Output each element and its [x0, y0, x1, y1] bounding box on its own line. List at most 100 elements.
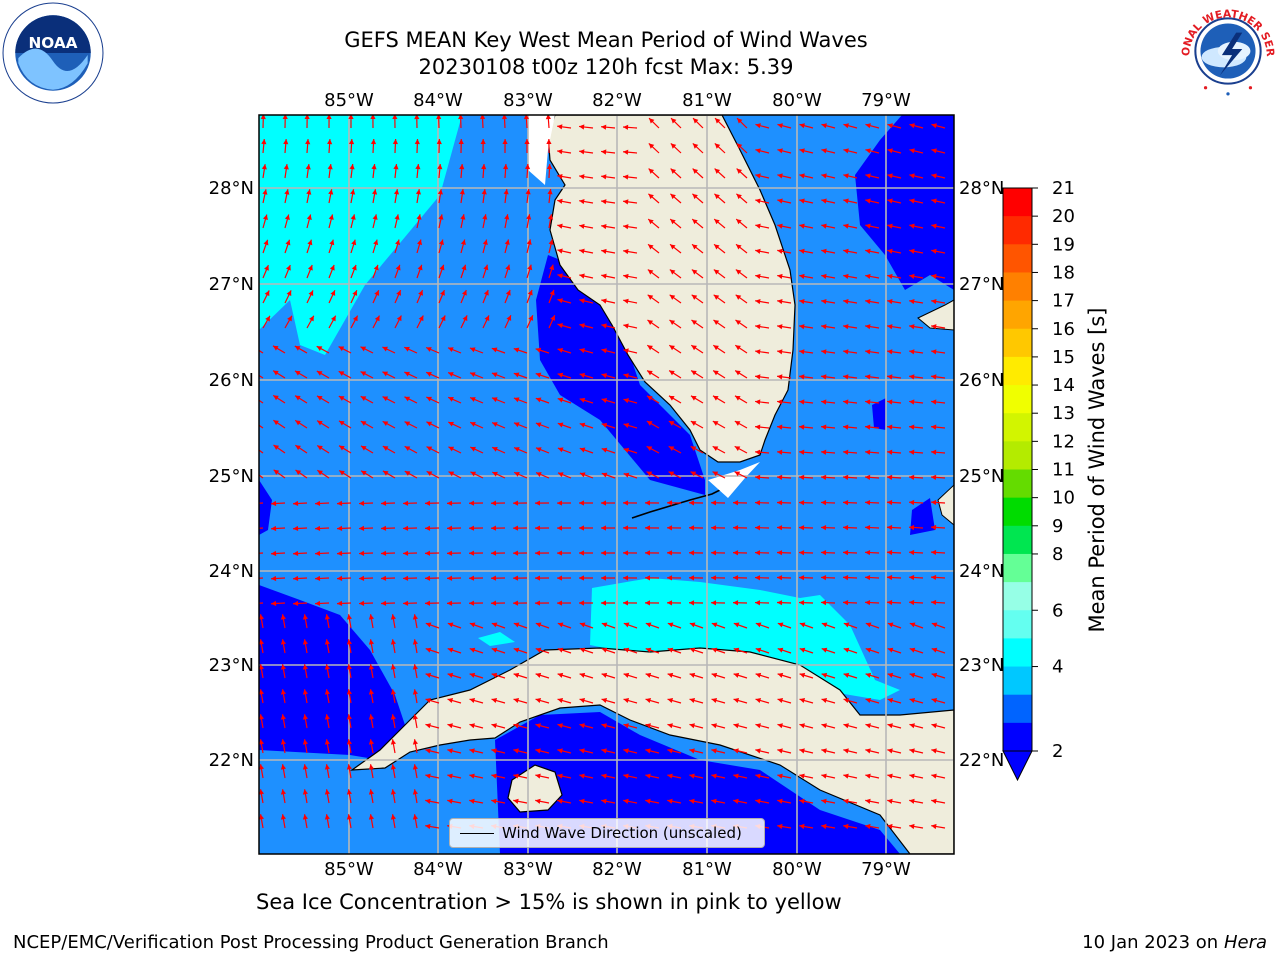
- arrow-head: [528, 315, 534, 321]
- arrow-head: [689, 773, 695, 779]
- arrow-head: [390, 664, 396, 670]
- arrow-head: [909, 198, 915, 204]
- arrow-head: [755, 324, 761, 330]
- arrow-head: [714, 244, 720, 250]
- arrow-head: [370, 139, 377, 145]
- arrow-head: [777, 248, 783, 254]
- colorbar-tick-label: 15: [1052, 347, 1075, 368]
- wave-direction-arrow: [259, 577, 264, 579]
- colorbar: 21 20 19 18 17 16 15 14 13 12 11 10 9 8 6 4 2: [1002, 178, 1075, 782]
- arrow-head: [689, 698, 696, 704]
- period-lt2-region-bahama: [872, 398, 886, 430]
- colorbar-segment: [1003, 638, 1032, 668]
- arrow-head: [280, 714, 286, 720]
- arrow-head: [302, 764, 308, 770]
- arrow-head: [438, 214, 444, 220]
- lon-label-top: 84°W: [413, 90, 463, 111]
- arrow-head: [601, 298, 607, 304]
- arrow-head: [821, 248, 827, 254]
- arrow-head: [735, 370, 741, 376]
- arrow-head: [623, 748, 629, 754]
- arrow-head: [733, 723, 739, 729]
- arrow-head: [306, 214, 312, 220]
- arrow-head: [887, 223, 893, 229]
- arrow-head: [448, 347, 454, 353]
- arrow-head: [368, 689, 374, 695]
- colorbar-segment: [1003, 694, 1032, 724]
- footer-date: 10 Jan 2023 on Hera: [1082, 932, 1267, 953]
- arrow-head: [470, 372, 476, 378]
- arrow-head: [799, 748, 805, 754]
- arrow-head: [711, 622, 718, 628]
- arrow-head: [909, 599, 915, 606]
- arrow-head: [579, 600, 585, 606]
- arrow-head: [524, 139, 530, 145]
- arrow-head: [931, 298, 937, 305]
- arrow-head: [623, 248, 629, 255]
- arrow-head: [425, 550, 431, 556]
- arrow-head: [821, 399, 827, 405]
- arrow-head: [579, 223, 585, 229]
- colorbar-tick-label: 6: [1052, 600, 1063, 621]
- arrow-head: [309, 315, 314, 322]
- arrow-head: [733, 550, 739, 556]
- arrow-head: [909, 647, 916, 653]
- arrow-head: [315, 550, 321, 557]
- arrow-head: [645, 550, 651, 556]
- arrow-head: [711, 723, 717, 729]
- arrow-head: [481, 189, 487, 195]
- arrow-head: [470, 471, 477, 477]
- arrow-head: [324, 789, 330, 795]
- bahamas-land: [917, 299, 954, 331]
- arrow-head: [647, 320, 654, 326]
- arrow-head: [458, 115, 464, 120]
- chart-subtitle: 20230108 t00z 120h fcst Max: 5.39: [418, 55, 794, 79]
- arrow-head: [371, 164, 377, 170]
- arrow-head: [843, 298, 849, 305]
- arrow-head: [909, 248, 915, 254]
- arrow-head: [711, 575, 717, 581]
- arrow-head: [865, 622, 872, 628]
- arrow-head: [394, 214, 400, 220]
- arrow-head: [469, 347, 476, 353]
- arrow-head: [513, 372, 520, 378]
- arrow-head: [491, 723, 497, 729]
- lat-label-left: 23°N: [209, 655, 254, 676]
- lat-label-left: 24°N: [209, 561, 254, 582]
- arrow-head: [395, 264, 401, 271]
- arrow-head: [481, 164, 487, 170]
- legend-label: Wind Wave Direction (unscaled): [502, 824, 742, 842]
- arrow-head: [579, 422, 586, 428]
- colorbar-segment: [1003, 385, 1032, 414]
- arrow-head: [734, 395, 741, 401]
- arrow-head: [799, 622, 806, 628]
- arrow-head: [821, 600, 827, 606]
- lon-label-bottom: 81°W: [682, 859, 732, 880]
- arrow-head: [931, 748, 937, 754]
- arrow-head: [426, 421, 433, 427]
- arrow-head: [283, 164, 289, 170]
- arrow-head: [307, 265, 313, 271]
- arrow-head: [447, 575, 453, 581]
- arrow-head: [736, 168, 743, 174]
- arrow-head: [733, 500, 739, 506]
- arrow-head: [437, 189, 443, 195]
- arrow-head: [733, 622, 740, 628]
- period-lt2-region-westflorida: [536, 255, 705, 495]
- arrow-head: [799, 672, 806, 678]
- arrow-head: [777, 198, 783, 204]
- arrow-head: [645, 672, 652, 678]
- arrow-head: [755, 647, 762, 653]
- arrow-head: [623, 550, 629, 556]
- arrow-head: [843, 223, 849, 229]
- arrow-head: [396, 315, 402, 322]
- arrow-head: [404, 421, 411, 427]
- arrow-head: [327, 139, 333, 145]
- arrow-head: [887, 474, 893, 480]
- arrow-head: [714, 143, 721, 149]
- arrow-head: [733, 698, 740, 704]
- arrow-head: [259, 689, 264, 695]
- arrow-head: [931, 449, 937, 455]
- lat-label-left: 26°N: [209, 370, 254, 391]
- wave-direction-arrow: [259, 374, 264, 379]
